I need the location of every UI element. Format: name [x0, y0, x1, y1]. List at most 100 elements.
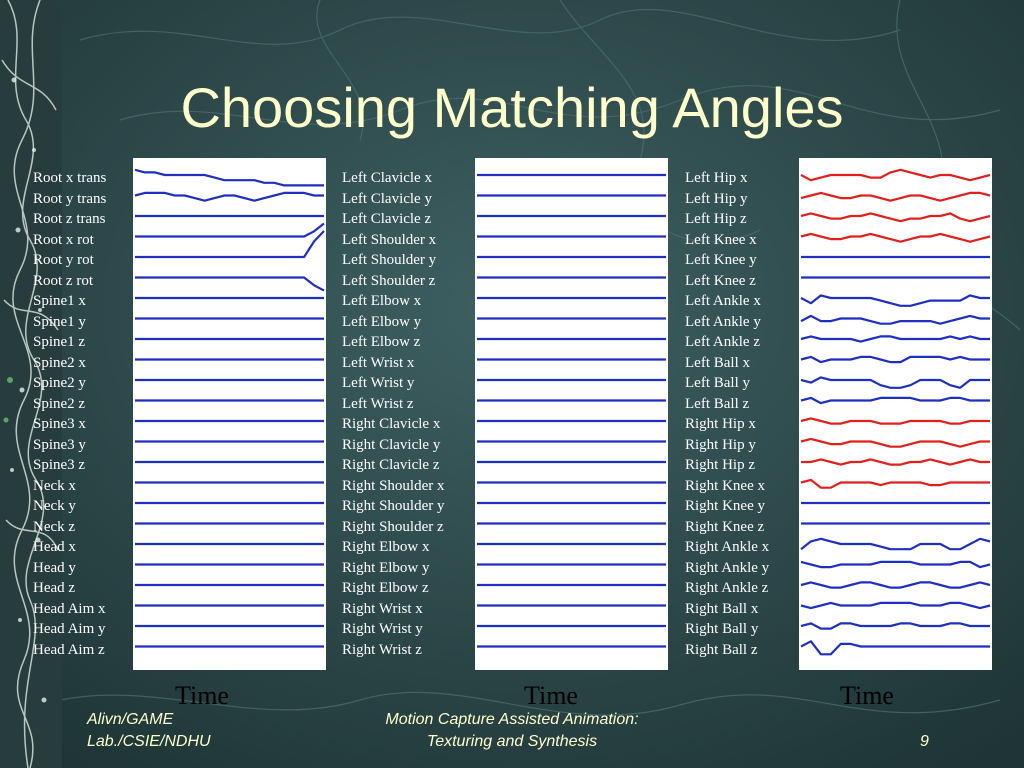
curve-right-knee-x [800, 478, 990, 489]
channel-label: Right Ankle x [685, 539, 770, 555]
channel-label: Left Clavicle y [342, 190, 432, 207]
channel-label: Left Hip y [685, 190, 748, 207]
channel-labels-panel-2: Left Clavicle x Left Clavicle y Left Clavi… [342, 168, 445, 660]
channel-label: Left Knee z [685, 272, 756, 289]
channel-label: Right Elbow x [342, 539, 430, 555]
channel-label: Right Elbow z [342, 580, 429, 596]
channel-label: Spine3 x [33, 416, 86, 432]
motion-curves-panel-3 [799, 158, 992, 670]
channel-label: Right Ball z [685, 641, 758, 658]
curve-left-knee-x [800, 232, 991, 243]
channel-label: Root x rot [33, 231, 94, 248]
channel-label: Head Aim x [33, 600, 106, 617]
curve-root-z-rot [135, 276, 325, 292]
channel-label: Right Hip x [685, 416, 756, 432]
channel-label: Right Knee y [685, 498, 765, 514]
curve-root-y-rot [135, 230, 325, 259]
curve-left-hip-x [800, 168, 991, 182]
channel-label: Left Hip z [685, 211, 747, 227]
channel-label: Left Knee x [685, 231, 757, 248]
curve-root-x-rot [135, 222, 325, 238]
channel-label: Head z [33, 580, 76, 596]
channel-label: Spine1 x [33, 293, 86, 309]
channel-label: Right Clavicle x [342, 416, 441, 432]
curve-left-ball-z [800, 396, 990, 405]
curve-left-ankle-z [800, 335, 990, 343]
footer-affiliation: Alivn/GAME Lab./CSIE/NDHU [87, 709, 211, 753]
channel-label: Left Shoulder y [342, 252, 437, 268]
channel-label: Left Ball x [685, 354, 750, 371]
channel-label: Spine1 z [33, 334, 86, 350]
curve-left-ankle-y [800, 314, 990, 325]
channel-label: Right Ankle z [685, 580, 769, 596]
curve-right-ankle-z [800, 581, 991, 589]
channel-label: Right Hip y [685, 436, 756, 453]
channel-label: Root y trans [33, 190, 107, 207]
curve-right-hip-x [800, 417, 990, 425]
curve-right-ball-y [800, 622, 990, 630]
channel-label: Left Ankle y [685, 313, 761, 330]
curve-right-ankle-x [800, 537, 991, 551]
channel-label: Right Shoulder y [342, 498, 445, 514]
channel-label: Left Wrist y [342, 375, 415, 391]
channel-label: Spine2 y [33, 375, 86, 391]
channel-label: Head x [33, 539, 76, 555]
channel-label: Root z trans [33, 211, 106, 227]
curve-right-hip-y [800, 437, 990, 448]
channel-label: Left Wrist x [342, 354, 415, 371]
curve-root-x-trans [134, 168, 324, 187]
channel-label: Left Elbow x [342, 293, 422, 309]
curve-right-ball-x [800, 601, 991, 610]
curve-left-ball-y [800, 376, 990, 389]
channel-label: Right Wrist y [342, 621, 423, 637]
channel-label: Right Ankle y [685, 559, 770, 576]
channel-label: Left Elbow y [342, 313, 422, 330]
x-axis-label-panel-1: Time [175, 681, 229, 710]
channel-label: Root y rot [33, 252, 94, 268]
curve-left-hip-y [800, 191, 991, 202]
channel-label: Left Ankle x [685, 293, 761, 309]
channel-label: Left Clavicle z [342, 211, 432, 227]
curve-left-ankle-x [800, 294, 990, 307]
channel-label: Spine3 y [33, 436, 86, 453]
channel-label: Spine2 x [33, 354, 86, 371]
footer-affiliation-line-1: Alivn/GAME [87, 711, 174, 728]
channel-label: Root z rot [33, 272, 93, 289]
channel-labels-panel-3: Left Hip x Left Hip y Left Hip z Left Knee … [685, 168, 769, 660]
channel-label: Right Knee z [685, 518, 765, 535]
channel-label: Spine2 z [33, 395, 86, 412]
footer-paper-title-line-1: Motion Capture Assisted Animation: [385, 711, 639, 728]
channel-label: Head Aim z [33, 641, 105, 658]
curve-right-ball-z [800, 640, 990, 656]
channel-label: Neck y [33, 498, 76, 514]
channel-label: Left Knee y [685, 252, 757, 268]
channel-label: Right Shoulder z [342, 518, 444, 535]
channel-label: Right Knee x [685, 477, 765, 494]
channel-label: Neck x [33, 477, 76, 494]
channel-label: Right Wrist x [342, 600, 423, 617]
channel-label: Left Ball z [685, 395, 750, 412]
motion-curves-panel-2 [475, 158, 668, 670]
motion-curves-panel-1 [133, 158, 326, 670]
page-number: 9 [920, 733, 929, 750]
channel-label: Left Ankle z [685, 334, 760, 350]
channel-label: Right Clavicle z [342, 457, 440, 473]
channel-label: Right Wrist z [342, 641, 422, 658]
channel-label: Right Ball x [685, 600, 759, 617]
curve-right-hip-z [801, 458, 990, 466]
motion-curves-plot-3 [800, 168, 991, 656]
channel-label: Right Elbow y [342, 559, 430, 576]
curve-right-ankle-y [800, 560, 991, 569]
channel-label: Left Wrist z [342, 395, 414, 412]
motion-curves-plot-1 [134, 168, 325, 648]
channel-label: Left Elbow z [342, 334, 421, 350]
channel-label: Left Clavicle x [342, 170, 432, 186]
footer-paper-title-line-2: Texturing and Synthesis [426, 733, 598, 750]
channel-label: Left Hip x [685, 170, 748, 186]
channel-label: Right Shoulder x [342, 477, 445, 494]
x-axis-label-panel-2: Time [524, 681, 578, 710]
channel-label: Head Aim y [33, 621, 106, 637]
channel-label: Left Ball y [685, 375, 750, 391]
x-axis-label-panel-3: Time [840, 681, 894, 710]
channel-label: Right Ball y [685, 621, 759, 637]
